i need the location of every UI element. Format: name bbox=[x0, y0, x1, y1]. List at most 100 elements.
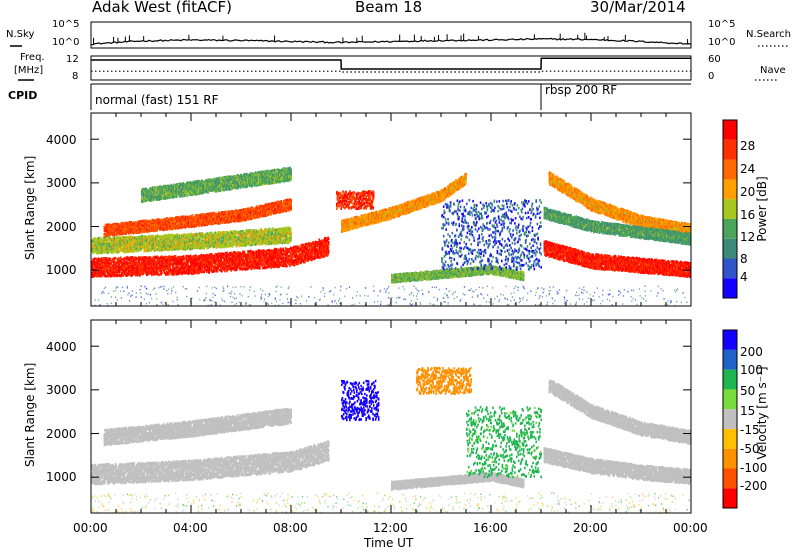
heat-cell bbox=[253, 267, 256, 270]
heat-cell bbox=[97, 257, 100, 261]
heat-cell bbox=[116, 258, 119, 261]
heat-cell bbox=[161, 261, 164, 264]
heat-cell bbox=[232, 267, 235, 271]
heat-cell bbox=[239, 262, 242, 265]
heat-cell bbox=[292, 263, 294, 266]
heat-cell bbox=[252, 259, 254, 263]
heat-cell bbox=[106, 266, 109, 269]
heat-cell bbox=[190, 261, 192, 264]
heat-cell bbox=[228, 263, 231, 267]
heat-cell bbox=[295, 249, 297, 253]
heat-cell bbox=[122, 264, 125, 267]
heat-cell bbox=[219, 261, 222, 264]
heat-cell bbox=[256, 259, 258, 263]
heat-cell bbox=[327, 250, 330, 254]
heat-cell bbox=[152, 268, 155, 271]
heat-cell bbox=[182, 271, 185, 274]
heat-cell bbox=[209, 262, 212, 266]
heat-cell bbox=[253, 265, 256, 268]
heat-cell bbox=[266, 262, 269, 265]
heat-cell bbox=[249, 258, 252, 261]
heat-cell bbox=[252, 252, 255, 256]
heat-cell bbox=[171, 259, 174, 262]
heat-cell bbox=[279, 254, 282, 257]
heat-cell bbox=[292, 249, 295, 253]
heat-cell bbox=[131, 268, 134, 272]
heat-cell bbox=[205, 269, 207, 272]
heat-cell bbox=[163, 255, 166, 259]
heat-cell bbox=[193, 269, 196, 273]
heat-cell bbox=[134, 269, 136, 273]
heat-cell bbox=[291, 254, 294, 257]
heat-cell bbox=[139, 264, 142, 267]
heat-cell bbox=[117, 257, 120, 261]
heat-cell bbox=[246, 259, 249, 262]
heat-cell bbox=[242, 259, 245, 262]
heat-cell bbox=[296, 252, 298, 255]
heat-cell bbox=[246, 260, 248, 264]
heat-cell bbox=[229, 261, 231, 265]
heat-cell bbox=[281, 261, 284, 264]
heat-cell bbox=[243, 251, 246, 255]
heat-cell bbox=[187, 268, 189, 271]
heat-cell bbox=[126, 274, 128, 277]
heat-cell bbox=[232, 252, 234, 256]
heat-cell bbox=[176, 263, 179, 266]
heat-cell bbox=[281, 249, 284, 252]
heat-cell bbox=[166, 261, 169, 264]
heat-cell bbox=[171, 257, 174, 260]
heat-cell bbox=[287, 250, 289, 253]
heat-cell bbox=[164, 268, 166, 272]
heat-cell bbox=[104, 273, 106, 276]
heat-cell bbox=[220, 267, 222, 270]
heat-cell bbox=[186, 255, 189, 258]
heat-cell bbox=[124, 258, 126, 261]
heat-cell bbox=[129, 259, 132, 262]
heat-cell bbox=[257, 266, 259, 270]
heat-cell bbox=[132, 264, 135, 267]
heat-cell bbox=[173, 257, 176, 260]
heat-cell bbox=[282, 247, 284, 251]
heat-cell bbox=[127, 261, 130, 265]
heat-cell bbox=[121, 261, 123, 265]
heat-cell bbox=[266, 249, 268, 253]
heat-cell bbox=[98, 259, 101, 263]
heat-cell bbox=[172, 266, 174, 270]
heat-cell bbox=[327, 242, 330, 245]
heat-cell bbox=[242, 267, 244, 271]
heat-cell bbox=[277, 248, 279, 252]
heat-cell bbox=[149, 256, 152, 259]
heat-cell bbox=[200, 256, 202, 260]
heat-cell bbox=[230, 269, 232, 272]
heat-cell bbox=[204, 262, 207, 266]
heat-cell bbox=[147, 263, 150, 267]
heat-cell bbox=[145, 267, 147, 271]
heat-cell bbox=[114, 264, 117, 268]
heat-cell bbox=[244, 264, 246, 267]
heat-cell bbox=[291, 257, 294, 260]
heat-cell bbox=[254, 251, 256, 254]
heat-cell bbox=[273, 261, 276, 265]
heat-cell bbox=[172, 264, 174, 267]
heat-cell bbox=[187, 263, 189, 266]
heat-cell bbox=[238, 258, 241, 262]
heat-cell bbox=[220, 259, 222, 263]
heat-cell bbox=[154, 263, 157, 267]
heat-cell bbox=[256, 258, 259, 261]
heat-cell bbox=[148, 272, 151, 276]
heat-cell bbox=[236, 262, 239, 265]
heat-cell bbox=[95, 270, 97, 274]
heat-cell bbox=[211, 263, 214, 267]
heat-cell bbox=[269, 258, 271, 262]
heat-cell bbox=[126, 262, 129, 266]
heat-cell bbox=[280, 249, 282, 253]
heat-cell bbox=[239, 267, 242, 271]
heat-cell bbox=[227, 264, 229, 268]
heat-cell bbox=[189, 254, 192, 257]
heat-cell bbox=[201, 270, 203, 274]
heat-cell bbox=[101, 266, 104, 269]
heat-cell bbox=[172, 268, 175, 271]
heat-cell bbox=[154, 261, 157, 265]
heat-cell bbox=[217, 255, 220, 258]
heat-cell bbox=[206, 265, 208, 268]
